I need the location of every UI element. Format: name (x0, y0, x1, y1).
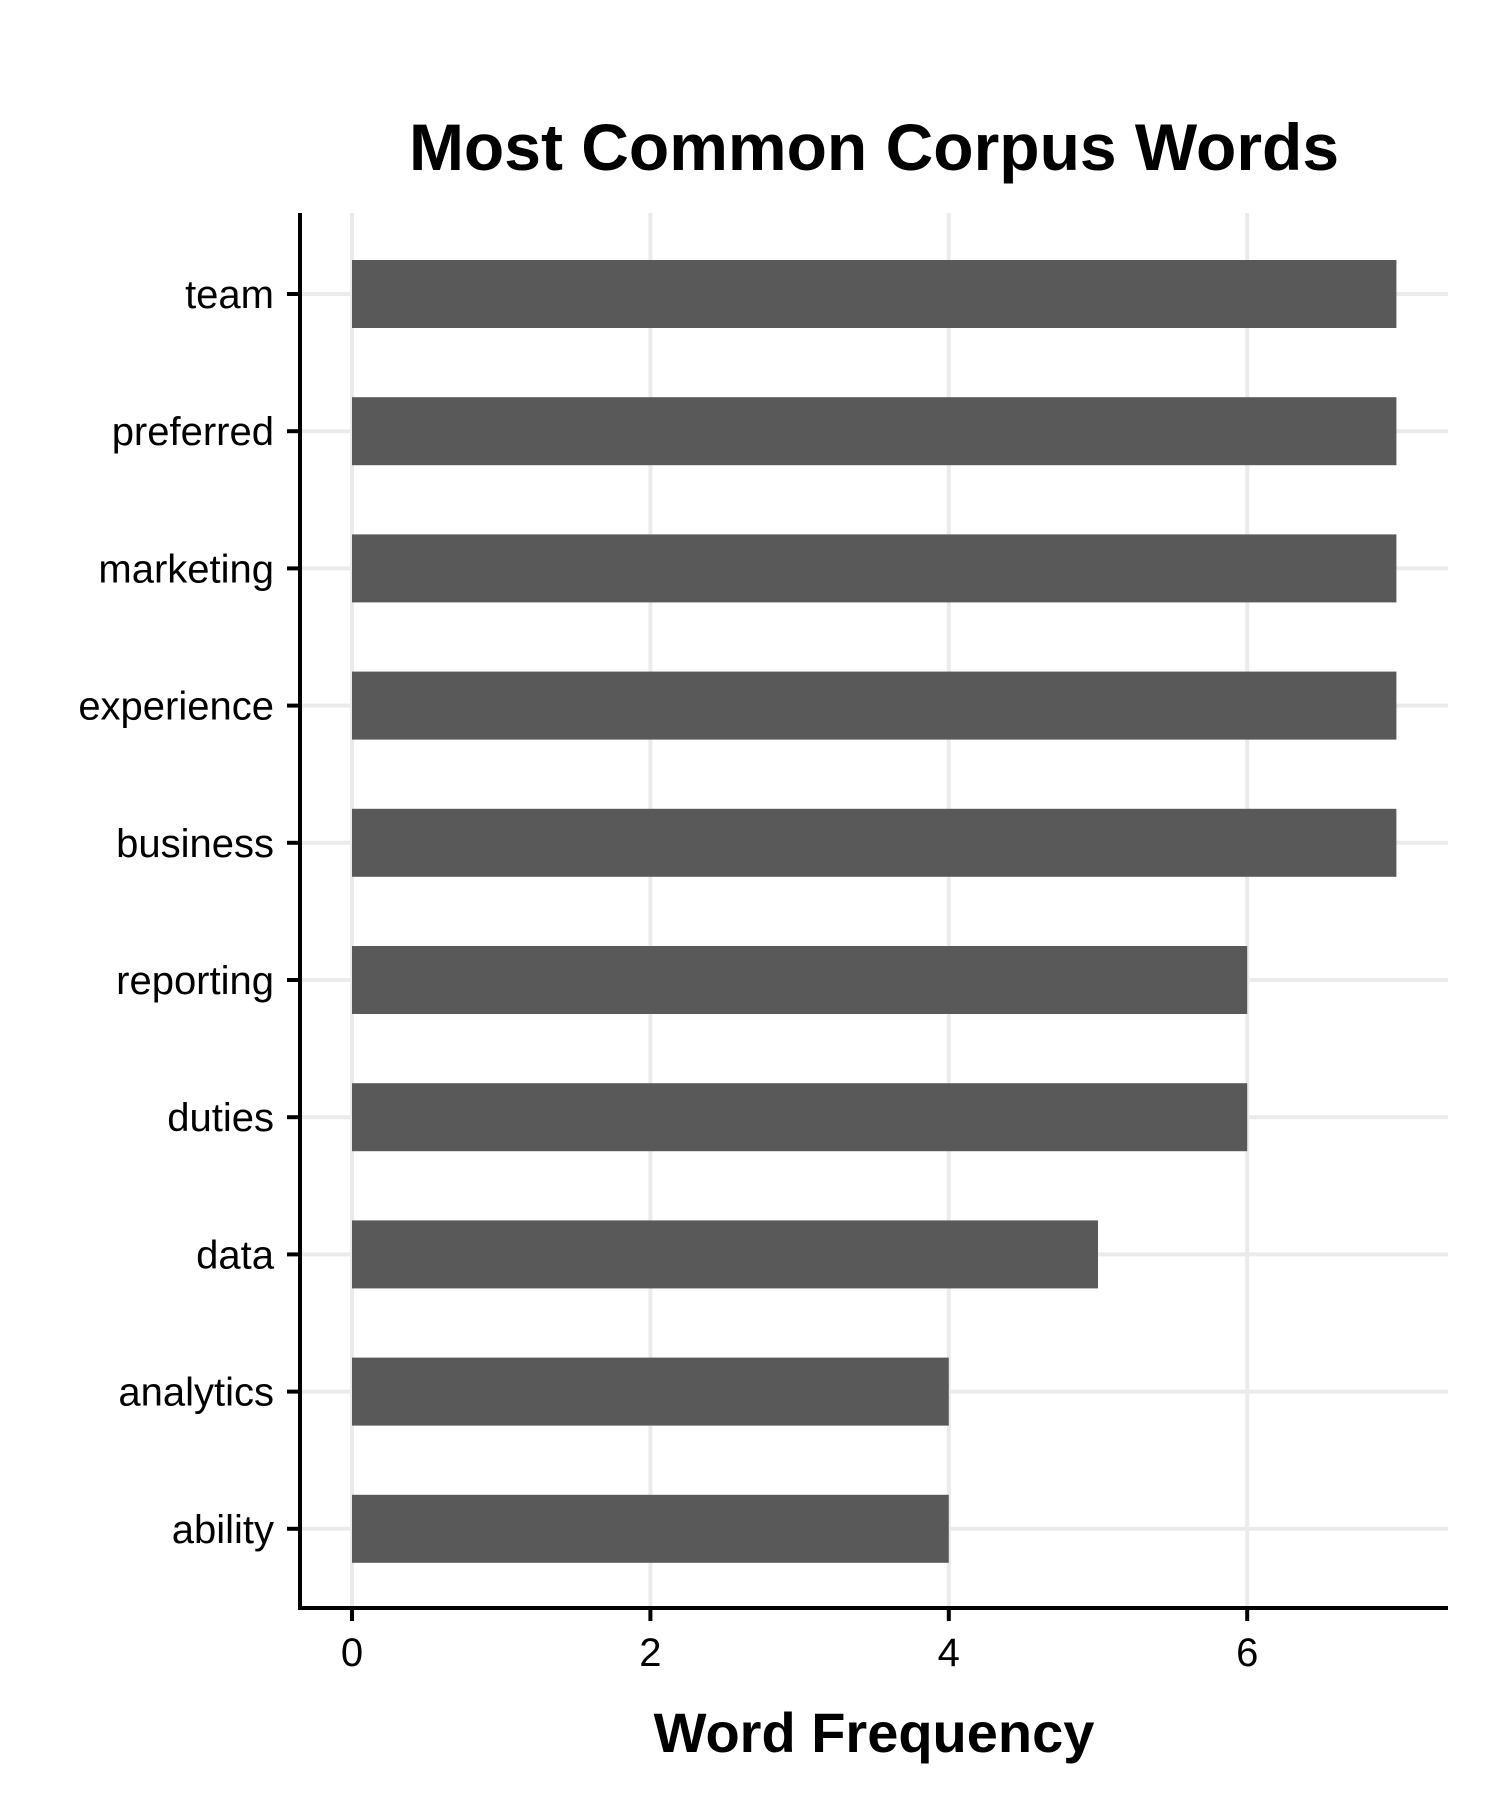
y-tick-label-preferred: preferred (112, 410, 274, 454)
bar-marketing (352, 534, 1397, 603)
bar-analytics (352, 1357, 949, 1426)
bar-reporting (352, 946, 1248, 1014)
x-axis-ticks: 0 2 4 6 (341, 1608, 1258, 1675)
y-tick-label-data: data (196, 1233, 275, 1277)
bars (352, 260, 1397, 1563)
y-tick-label-experience: experience (78, 685, 274, 729)
bar-experience (352, 671, 1397, 740)
x-tick-label-2: 2 (639, 1631, 661, 1675)
y-tick-label-duties: duties (167, 1096, 274, 1140)
y-tick-label-business: business (116, 822, 274, 866)
bar-ability (352, 1494, 949, 1563)
y-tick-label-ability: ability (172, 1508, 274, 1552)
x-tick-label-6: 6 (1236, 1631, 1258, 1675)
chart-title: Most Common Corpus Words (409, 110, 1339, 184)
x-tick-label-4: 4 (938, 1631, 960, 1675)
y-tick-label-reporting: reporting (116, 959, 274, 1003)
x-tick-label-0: 0 (341, 1631, 363, 1675)
y-tick-label-analytics: analytics (118, 1371, 274, 1415)
y-tick-label-marketing: marketing (98, 547, 274, 591)
x-axis-title: Word Frequency (654, 1701, 1095, 1764)
bar-duties (352, 1083, 1248, 1152)
bar-preferred (352, 397, 1397, 466)
bar-team (352, 260, 1397, 328)
bar-data (352, 1220, 1098, 1289)
axes (298, 213, 1448, 1610)
y-tick-label-team: team (185, 273, 274, 317)
y-axis-ticks: team preferred marketing experience business… (78, 273, 300, 1552)
bar-business (352, 808, 1397, 877)
